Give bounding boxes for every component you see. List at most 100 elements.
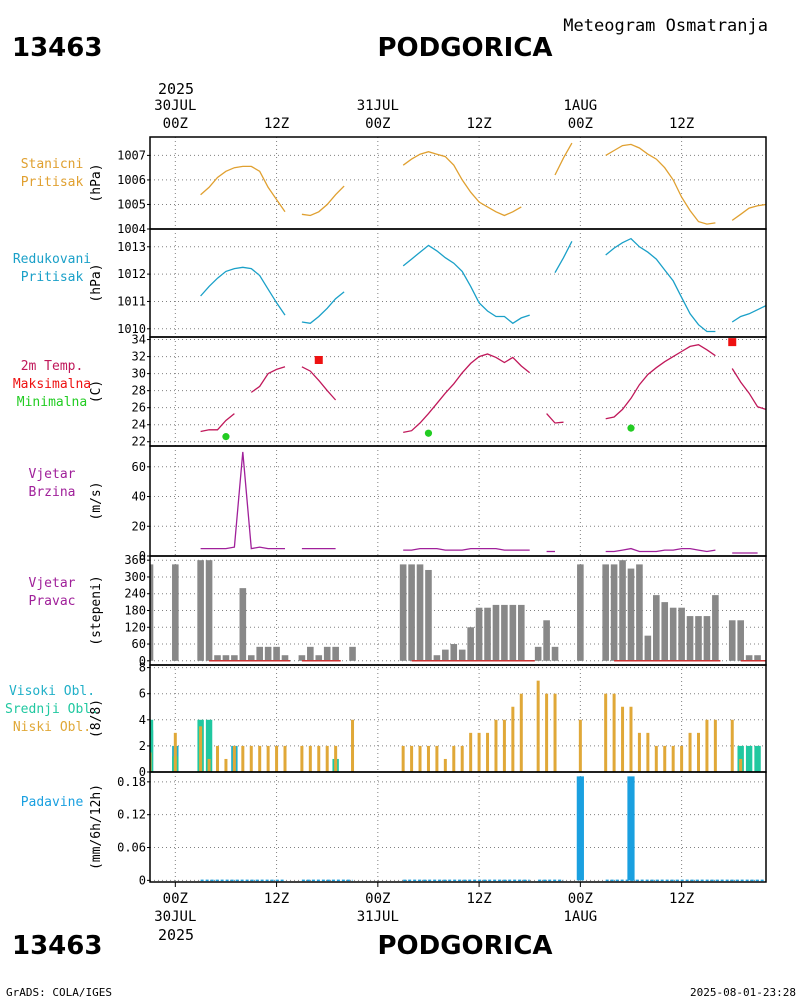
- cloud-bar-low: [275, 745, 279, 772]
- temp-min-marker: [627, 424, 635, 432]
- direction-bar: [610, 564, 618, 661]
- cloud-bar-low: [604, 693, 608, 772]
- temp-min-marker: [424, 429, 433, 437]
- temperature-ytick-label: 30: [132, 367, 146, 381]
- cloud-bar-low: [351, 719, 355, 772]
- temperature-title-line: Minimalna: [17, 395, 87, 410]
- temperature-ylabel: (C): [89, 380, 104, 403]
- clouds-title-line: Niski Obl.: [13, 720, 91, 735]
- station_pressure-grid: [150, 137, 766, 230]
- precipitation-ylabel: (mm/6h/12h): [89, 784, 104, 870]
- direction-bar: [754, 655, 761, 661]
- direction-bar: [484, 607, 491, 661]
- cloud-bar-low: [469, 732, 473, 772]
- direction-bar: [636, 564, 643, 661]
- station_pressure-title-line: Stanicni: [21, 157, 84, 172]
- temperature-ytick-label: 24: [132, 418, 146, 432]
- direction-bar: [222, 655, 230, 661]
- cloud-bar-low: [730, 719, 734, 772]
- panel-temperature: 22 24 26 28 30 32 34 (C) 2m Temp. Maksimalna Minim…: [13, 333, 767, 449]
- temp-max-marker: [314, 355, 323, 364]
- cloud-bar-low: [249, 745, 253, 772]
- direction-bar: [433, 655, 441, 661]
- direction-bar: [737, 620, 744, 661]
- panel-wind_direction: 0 60 120 180 240 300 360 (stepeni) Vjetar Pravac: [29, 553, 767, 668]
- cloud-bar-low: [511, 706, 515, 772]
- temperature-grid: [150, 337, 766, 446]
- temperature-ytick-label: 28: [132, 384, 146, 398]
- cloud-bar-mid: [150, 719, 154, 772]
- cloud-bar-low: [646, 732, 650, 772]
- direction-bar: [653, 595, 660, 661]
- bottom-date-label: 31JUL: [357, 909, 399, 925]
- direction-bar: [273, 646, 280, 661]
- cloud-bar-low: [224, 758, 228, 772]
- wind_speed-ytick-label: 20: [132, 519, 146, 533]
- station_pressure-series-line: [200, 165, 286, 213]
- precipitation-title-line: Padavine: [21, 795, 84, 810]
- cloud-bar-low: [443, 758, 447, 772]
- reduced_pressure-title-line: Redukovani: [13, 252, 91, 267]
- reduced_pressure-ylabel: (hPa): [89, 263, 104, 302]
- reduced_pressure-grid: [150, 229, 766, 337]
- wind_speed-data: [200, 451, 758, 554]
- wind_speed-series-line: [200, 451, 285, 550]
- wind_speed-title-line: Vjetar: [29, 467, 76, 482]
- bottom-date-label: 1AUG: [563, 909, 597, 925]
- cloud-bar-low: [216, 745, 220, 772]
- cloud-bar-low: [671, 745, 675, 772]
- precipitation-ytick-label: 0.18: [117, 775, 146, 789]
- direction-bar: [298, 655, 306, 661]
- station_pressure-series-line: [402, 151, 522, 217]
- cloud-bar-low: [325, 745, 329, 772]
- direction-bar: [264, 646, 272, 661]
- direction-bar: [728, 620, 736, 661]
- cloud-bar-mid: [205, 719, 213, 772]
- meteogram-panels: 1004100510061007(hPa)StanicniPritisak101…: [5, 136, 767, 887]
- direction-bar: [458, 649, 466, 661]
- direction-bar: [150, 564, 154, 661]
- wind_direction-ytick-label: 120: [124, 620, 146, 634]
- temperature-ytick-label: 26: [132, 401, 146, 415]
- cloud-bar-low: [452, 745, 456, 772]
- reduced_pressure-title-line: Pritisak: [21, 270, 84, 285]
- cloud-bar-low: [241, 745, 245, 772]
- wind_direction-ytick-label: 240: [124, 587, 146, 601]
- bottom-hour-label: 12Z: [669, 891, 694, 907]
- cloud-bar-low: [494, 719, 498, 772]
- bottom-year-label: 2025: [158, 926, 194, 944]
- temperature-data: [200, 338, 766, 441]
- direction-bar: [686, 616, 694, 661]
- cloud-bar-mid: [745, 745, 753, 772]
- wind_direction-title-line: Vjetar: [29, 576, 76, 591]
- cloud-bar-low: [207, 758, 211, 772]
- reduced_pressure-series-line: [301, 291, 345, 324]
- precipitation-ytick-label: 0.12: [117, 808, 146, 822]
- precipitation-data: [200, 776, 766, 882]
- meteogram-title: Meteogram Osmatranja: [563, 16, 768, 36]
- wind_speed-ytick-label: 60: [132, 460, 146, 474]
- wind_direction-ytick-label: 300: [124, 570, 146, 584]
- direction-bar: [492, 604, 500, 661]
- station_pressure-ytick-label: 1006: [117, 173, 146, 187]
- cloud-bar-low: [258, 745, 262, 772]
- precipitation-grid: [150, 772, 766, 882]
- direction-bar: [425, 569, 432, 661]
- direction-bar: [551, 646, 559, 661]
- grads-credit: GrADS: COLA/IGES: [6, 986, 112, 999]
- direction-bar: [619, 560, 626, 661]
- cloud-bar-low: [545, 693, 549, 772]
- direction-bar: [307, 646, 314, 661]
- cloud-bar-low: [426, 745, 430, 772]
- cloud-bar-low: [199, 726, 203, 772]
- cloud-bar-low: [519, 693, 523, 772]
- reduced_pressure-series-line: [605, 237, 716, 333]
- direction-bar: [239, 588, 247, 661]
- clouds-title-line: Srednji Obl.: [5, 702, 99, 717]
- cloud-bar-low: [308, 745, 312, 772]
- direction-bar: [281, 655, 289, 661]
- top-hour-label: 00Z: [163, 116, 188, 132]
- station_pressure-series-line: [301, 185, 345, 217]
- cloud-bar-low: [232, 745, 236, 772]
